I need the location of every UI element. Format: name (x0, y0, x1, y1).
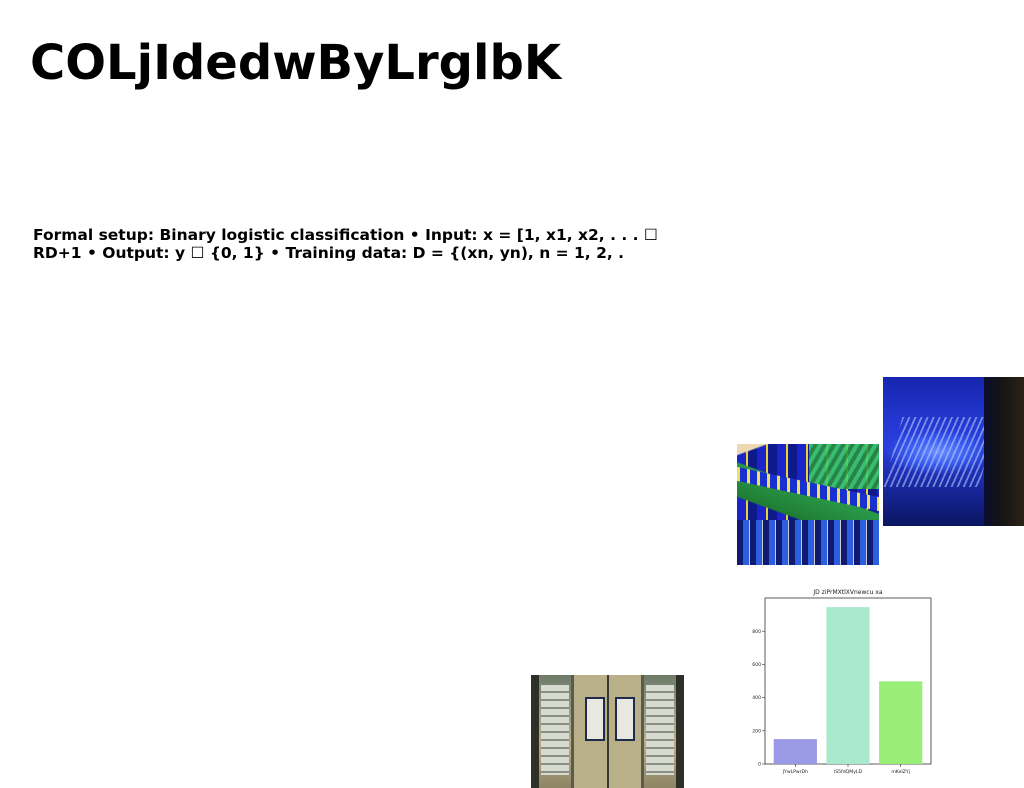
bar-JYwLPwrDh (773, 739, 817, 764)
body-paragraph: Formal setup: Binary logistic classifica… (33, 226, 658, 262)
bar-lS5fdQMyLD (826, 607, 870, 764)
page-title: COLjIdedwByLrglbK (30, 35, 562, 91)
left-window (541, 685, 569, 775)
right-sign (615, 697, 635, 741)
right-window (646, 685, 674, 775)
y-tick-label: 400 (752, 695, 761, 701)
x-tick-label: lS5fdQMyLD (834, 769, 863, 775)
doorway-photo (531, 675, 684, 788)
y-tick-label: 0 (758, 762, 761, 768)
left-sign (585, 697, 605, 741)
bar-chart: JD ziPrMXtlXVnewcu xa 0 200 400 600 800 JYwLPw… (752, 589, 932, 775)
y-tick-label: 800 (752, 629, 761, 635)
x-tick-label: mKeIZYj (891, 769, 910, 775)
bar-mKeIZYj (879, 681, 923, 764)
y-tick-label: 200 (752, 728, 761, 734)
glow-detail (883, 417, 998, 487)
chart-title: JD ziPrMXtlXVnewcu xa (812, 589, 883, 596)
y-tick-label: 600 (752, 662, 761, 668)
blue-scene-photo (883, 377, 1024, 526)
roof-detail (809, 444, 879, 489)
wall-detail (737, 520, 879, 565)
building-photo (737, 444, 879, 565)
figure-silhouette (984, 377, 1024, 526)
x-tick-label: JYwLPwrDh (782, 769, 808, 775)
